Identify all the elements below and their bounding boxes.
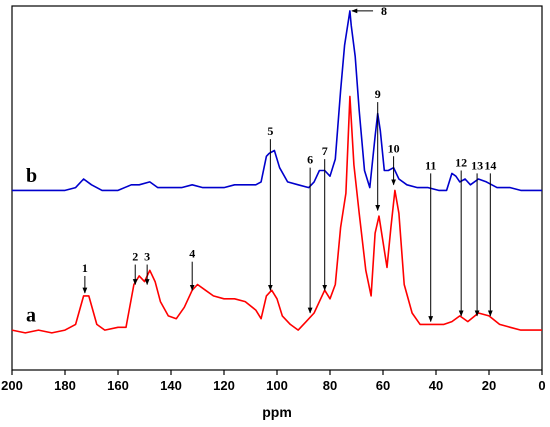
x-tick-label-80: 80 [323, 378, 337, 393]
series-line-a [11, 95, 542, 334]
x-tick-label-200: 200 [1, 378, 23, 393]
peak-label-7: 7 [322, 144, 328, 158]
peak-label-6: 6 [307, 153, 313, 167]
x-tick-label-60: 60 [376, 378, 390, 393]
peak-label-10: 10 [388, 141, 400, 155]
peak-label-12: 12 [455, 156, 467, 170]
peak-label-11: 11 [425, 158, 436, 172]
peak-label-8: 8 [381, 4, 387, 18]
x-tick-label-100: 100 [266, 378, 288, 393]
x-tick-label-120: 120 [213, 378, 235, 393]
peak-label-9: 9 [375, 87, 381, 101]
x-tick-label-160: 160 [107, 378, 129, 393]
peak-label-14: 14 [484, 158, 496, 172]
x-axis-title: ppm [262, 404, 292, 420]
peak-label-13: 13 [471, 158, 483, 172]
x-axis-ticks: 200 180 160 140 120 100 80 60 40 20 0 [1, 370, 546, 393]
plot-frame [11, 5, 543, 371]
series-line-b [12, 10, 542, 192]
peak-label-2: 2 [132, 250, 138, 264]
peak-label-5: 5 [267, 124, 273, 138]
x-tick-label-40: 40 [429, 378, 443, 393]
x-tick-label-140: 140 [160, 378, 182, 393]
x-tick-label-180: 180 [54, 378, 76, 393]
peak-label-3: 3 [144, 250, 150, 264]
series-tag-a: a [26, 305, 36, 327]
series-tags: ab [26, 165, 37, 327]
series-layer [11, 10, 542, 334]
peak-label-1: 1 [82, 261, 88, 275]
series-tag-b: b [26, 165, 37, 187]
x-tick-label-0: 0 [538, 378, 545, 393]
peak-label-4: 4 [189, 247, 195, 261]
x-tick-label-20: 20 [482, 378, 496, 393]
